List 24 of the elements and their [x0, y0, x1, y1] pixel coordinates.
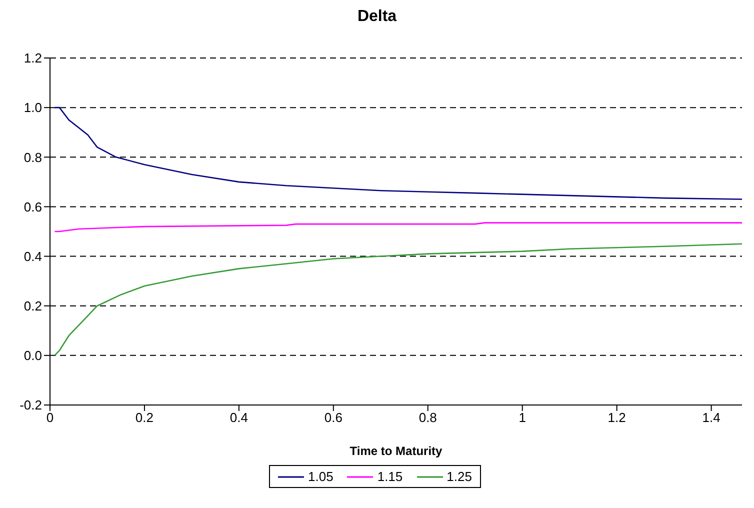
x-tick-label: 0.2	[135, 410, 154, 426]
y-tick-label: 0.0	[24, 348, 42, 364]
x-tick-label: 0	[46, 410, 54, 426]
x-tick-label: 0.6	[324, 410, 342, 426]
legend-label: 1.05	[307, 469, 334, 484]
x-tick-label: 1.2	[608, 410, 626, 426]
legend-label: 1.15	[376, 469, 403, 484]
y-tick-label: 1.2	[24, 50, 42, 66]
legend-label: 1.25	[446, 469, 472, 484]
y-tick-label: 1.0	[24, 100, 42, 116]
y-tick-label: -0.2	[20, 398, 42, 413]
x-tick-label: 1	[518, 410, 526, 426]
line-series	[54, 243, 742, 356]
line-series	[54, 222, 742, 232]
chart-title: Delta	[356, 8, 398, 27]
y-tick-label: 0.2	[24, 298, 42, 314]
y-tick-label: 0.6	[24, 199, 42, 214]
y-tick-label: 0.8	[24, 150, 42, 165]
line-series	[54, 106, 742, 200]
x-axis-title: Time to Maturity	[350, 444, 443, 458]
x-tick-label: 1.4	[702, 410, 720, 426]
x-tick-label: 0.4	[230, 410, 248, 426]
x-tick-label: 0.8	[418, 410, 437, 426]
y-tick-label: 0.4	[24, 248, 42, 264]
